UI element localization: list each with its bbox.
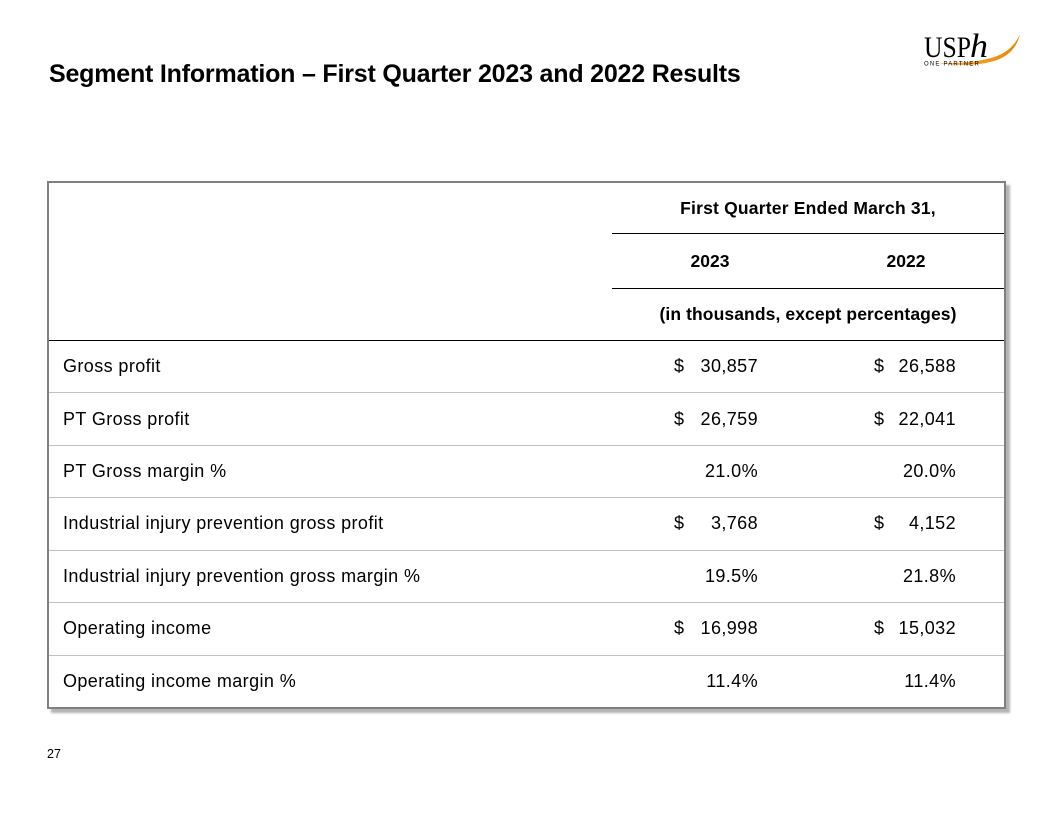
row-label: Industrial injury prevention gross margi… [63,565,421,586]
header-rule-top [612,233,1004,234]
value-2022: 21.8% [902,565,956,586]
dollar-2023: $ [674,618,685,639]
value-2022: 22,041 [898,408,956,429]
dollar-2023: $ [674,408,685,429]
dollar-2022: $ [874,618,885,639]
table-row: Gross profit $30,857 $26,588 [49,341,1004,392]
cell-2023: 21.0% [674,461,758,482]
cell-2022: 20.0% [874,461,956,482]
dollar-2022: $ [874,513,885,534]
cell-2023: $30,857 [674,356,758,377]
table-row: PT Gross margin % 21.0% 20.0% [49,444,1004,497]
year-header-2022: 2022 [886,250,926,271]
value-2022: 20.0% [902,461,956,482]
cell-2022: $26,588 [874,356,956,377]
dollar-2022: $ [874,356,885,377]
cell-2023: $3,768 [674,513,758,534]
value-2023: 19.5% [704,565,758,586]
cell-2022: 11.4% [874,671,956,692]
value-2023: 30,857 [700,356,758,377]
dollar-2023: $ [674,513,685,534]
value-2023: 11.4% [706,670,758,691]
table-row: Operating income margin % 11.4% 11.4% [49,654,1004,707]
row-label: Gross profit [63,356,161,377]
value-2023: 16,998 [700,618,758,639]
value-2022: 4,152 [908,513,956,534]
year-header-2023: 2023 [690,250,730,271]
segment-results-table: First Quarter Ended March 31, 2023 2022 … [47,181,1006,709]
column-group-header: First Quarter Ended March 31, [680,197,936,218]
cell-2023: 11.4% [674,671,758,692]
year-header-row: 2023 2022 [612,234,1004,288]
value-2023: 21.0% [704,461,758,482]
cell-2022: $4,152 [874,513,956,534]
page-number: 27 [47,747,61,761]
row-label: PT Gross profit [63,408,190,429]
value-2023: 26,759 [700,408,758,429]
value-2023: 3,768 [710,513,758,534]
header-rule-bottom [49,339,1004,341]
table-row: Industrial injury prevention gross margi… [49,549,1004,602]
logo-swoosh-icon [936,34,1020,65]
table-row: Operating income $16,998 $15,032 [49,602,1004,654]
table-row: PT Gross profit $26,759 $22,041 [49,392,1004,444]
value-2022: 11.4% [904,670,956,691]
logo-usp-text: USP [924,31,971,64]
row-label: Industrial injury prevention gross profi… [63,513,384,534]
logo-tagline: ONE PARTNER [924,62,980,68]
logo-h-text: h [970,29,988,65]
cell-2023: $16,998 [674,618,758,639]
table-header: First Quarter Ended March 31, 2023 2022 … [49,183,1004,341]
table-body: Gross profit $30,857 $26,588 PT Gross pr… [49,341,1004,707]
cell-2023: 19.5% [674,566,758,587]
value-2022: 15,032 [898,618,956,639]
cell-2022: $15,032 [874,618,956,639]
cell-2022: $22,041 [874,409,956,430]
row-label: Operating income margin % [63,670,297,691]
dollar-2023: $ [674,356,685,377]
value-2022: 26,588 [898,356,956,377]
table-row: Industrial injury prevention gross profi… [49,497,1004,549]
cell-2023: $26,759 [674,409,758,430]
cell-2022: 21.8% [874,566,956,587]
units-note: (in thousands, except percentages) [659,304,957,324]
dollar-2022: $ [874,408,885,429]
header-rule-middle [612,288,1004,289]
page-title: Segment Information – First Quarter 2023… [49,60,741,88]
usph-logo: USP h ONE PARTNER [924,29,1020,68]
row-label: PT Gross margin % [63,461,227,482]
row-label: Operating income [63,618,212,639]
